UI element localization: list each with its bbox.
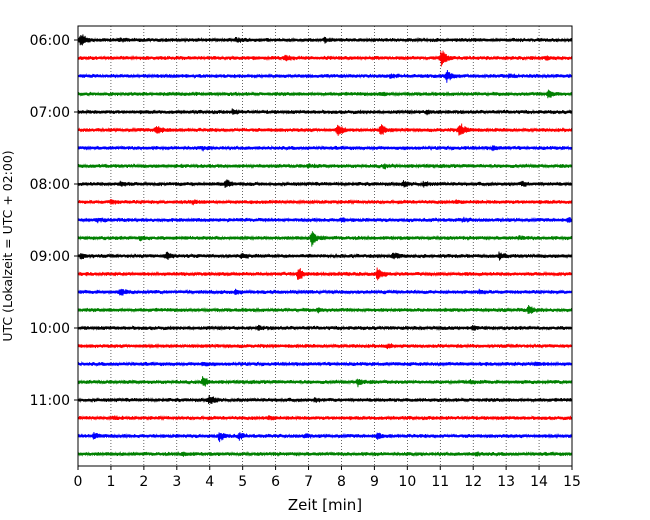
x-tick-label: 8 — [337, 474, 346, 490]
y-tick-label: 11:00 — [30, 393, 70, 409]
trace-group — [77, 34, 573, 458]
x-tick-label: 13 — [497, 474, 515, 490]
x-tick-label: 2 — [139, 474, 148, 490]
x-tick-label: 11 — [431, 474, 449, 490]
y-tick-label: 07:00 — [30, 105, 70, 121]
seismic-trace — [77, 251, 573, 261]
seismic-trace — [77, 305, 573, 314]
seismic-trace — [77, 343, 573, 350]
seismic-trace — [77, 360, 573, 368]
seismic-trace — [77, 50, 573, 67]
x-tick-label: 6 — [271, 474, 280, 490]
y-tick-label: 06:00 — [30, 33, 70, 49]
y-axis-ticks: 06:00 07:00 08:00 09:00 10:00 11:00 — [30, 33, 78, 409]
seismic-trace — [77, 123, 573, 136]
seismic-trace — [77, 432, 573, 443]
x-tick-label: 5 — [238, 474, 247, 490]
seismic-trace — [77, 162, 573, 170]
seismic-trace — [77, 216, 573, 224]
seismic-trace — [77, 34, 573, 46]
seismic-trace — [77, 376, 573, 388]
seismic-trace — [77, 288, 573, 296]
vertical-grid — [110, 26, 540, 466]
x-tick-label: 12 — [464, 474, 482, 490]
x-axis-ticks: 0 1 2 3 4 5 6 7 8 9 10 11 12 13 14 15 — [74, 466, 581, 490]
seismic-trace — [77, 415, 573, 421]
x-tick-label: 9 — [370, 474, 379, 490]
seismic-trace — [77, 324, 573, 332]
seismic-trace — [77, 179, 573, 188]
plot-frame — [77, 25, 573, 467]
seismic-trace — [77, 199, 573, 206]
x-tick-label: 0 — [74, 474, 83, 490]
y-axis-label: UTC (Lokalzeit = UTC + 02:00) — [0, 150, 15, 341]
x-tick-label: 14 — [530, 474, 548, 490]
seismic-trace — [77, 450, 573, 458]
seismic-trace — [77, 267, 573, 281]
y-tick-label: 09:00 — [30, 249, 70, 265]
seismic-trace — [77, 69, 573, 83]
x-tick-label: 7 — [304, 474, 313, 490]
x-tick-label: 3 — [172, 474, 181, 490]
y-tick-label: 10:00 — [30, 321, 70, 337]
seismic-trace — [77, 395, 573, 405]
x-tick-label: 15 — [563, 474, 581, 490]
x-tick-label: 10 — [398, 474, 416, 490]
seismic-trace — [77, 231, 573, 247]
x-tick-label: 4 — [205, 474, 214, 490]
seismic-trace — [77, 89, 573, 99]
x-axis-label: Zeit [min] — [288, 496, 362, 514]
y-tick-label: 08:00 — [30, 177, 70, 193]
seismic-trace — [77, 144, 573, 152]
x-tick-label: 1 — [106, 474, 115, 490]
seismic-trace — [77, 108, 573, 116]
